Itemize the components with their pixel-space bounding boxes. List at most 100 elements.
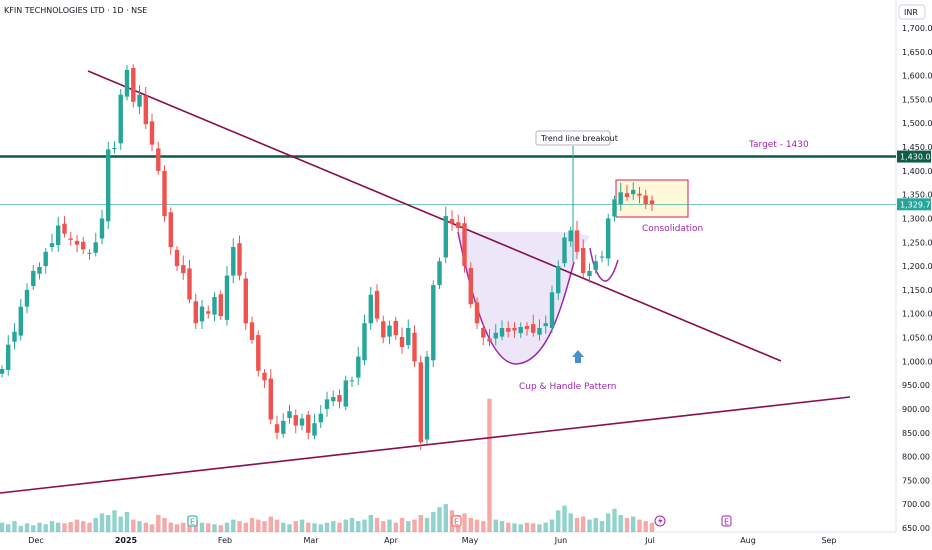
volume-bar	[199, 522, 205, 532]
volume-bar	[424, 518, 430, 532]
candle-body	[156, 148, 161, 171]
falling-trend-line[interactable]	[87, 70, 782, 362]
price-tick-label: 900.00	[902, 405, 930, 414]
volume-bar	[399, 518, 405, 532]
price-tick-label: 1,050.00	[902, 334, 932, 343]
candle-body	[12, 331, 17, 342]
volume-bar	[418, 515, 423, 533]
price-tick-label: 750.00	[902, 476, 930, 485]
last-price-tag: 1,329.70	[897, 198, 932, 211]
svg-text:1,430.05: 1,430.05	[900, 153, 932, 162]
volume-bar	[649, 522, 655, 532]
candle-body	[62, 223, 67, 234]
candle-body	[18, 306, 23, 336]
volume-bar	[406, 521, 411, 532]
volume-bar	[481, 521, 486, 532]
volume-bar	[537, 524, 542, 533]
volume-bar	[643, 521, 648, 532]
volume-bar	[487, 398, 492, 532]
volume-bar	[93, 518, 98, 532]
candle-body	[187, 268, 192, 300]
target-label: Target - 1430	[748, 140, 809, 150]
candle-body	[618, 192, 623, 205]
volume-bar	[549, 519, 555, 532]
volume-bar	[18, 525, 23, 532]
volume-bar	[587, 519, 592, 532]
candle-body	[74, 240, 80, 245]
candle-body	[643, 195, 648, 205]
volume-bar	[181, 522, 186, 532]
volume-bar	[306, 522, 311, 532]
price-tick-label: 1,250.00	[902, 238, 932, 247]
time-axis[interactable]: Dec 2025 Feb Mar Apr May Jun Jul Aug Sep	[28, 536, 836, 545]
candle-body	[368, 294, 373, 324]
volume-bar	[337, 522, 342, 532]
candle-body	[293, 415, 298, 426]
candle-body	[24, 289, 30, 307]
candle-body	[168, 212, 173, 248]
volume-bar	[493, 519, 498, 532]
candle-body	[406, 328, 411, 346]
candle-body	[306, 414, 311, 433]
volume-bars	[0, 398, 655, 533]
price-tick-label: 950.00	[902, 381, 930, 390]
volume-bar	[224, 522, 230, 532]
cup-handle-shading	[458, 232, 590, 364]
volume-bar	[149, 524, 155, 533]
earnings-marker-label: E	[190, 518, 195, 527]
candle-body	[174, 249, 180, 267]
price-tick-label: 1,450.00	[902, 143, 932, 152]
candle-body	[299, 418, 305, 426]
time-tick-label: Apr	[384, 536, 399, 545]
candle-body	[231, 247, 236, 276]
volume-bar	[193, 521, 198, 532]
candle-body	[68, 238, 73, 240]
candle-body	[581, 248, 586, 274]
volume-bar	[518, 524, 523, 533]
candle-body	[206, 311, 211, 314]
candle-body	[343, 380, 348, 407]
candle-body	[118, 94, 123, 144]
earnings-marker[interactable]	[187, 515, 198, 527]
time-tick-label: Aug	[740, 536, 756, 545]
volume-bar	[368, 515, 373, 533]
volume-bar	[318, 524, 323, 533]
volume-bar	[218, 525, 223, 532]
price-tick-label: 1,550.00	[902, 95, 932, 104]
candle-body	[349, 380, 355, 382]
volume-bar	[137, 521, 142, 532]
volume-bar	[443, 504, 448, 532]
earnings-marker[interactable]	[451, 515, 462, 527]
candle-body	[499, 328, 505, 337]
volume-bar	[99, 513, 105, 532]
candle-body	[518, 327, 523, 334]
rising-trend-line[interactable]	[0, 396, 851, 494]
candle-body	[587, 270, 592, 277]
candle-body	[193, 301, 198, 324]
volume-bar	[237, 521, 242, 532]
candle-body	[181, 265, 186, 274]
time-tick-label: 2025	[115, 536, 138, 545]
breakout-label: Trend line breakout	[540, 134, 618, 143]
candle-body	[112, 148, 117, 149]
candle-body	[624, 193, 630, 197]
time-tick-label: Feb	[218, 536, 232, 545]
candle-body	[449, 219, 455, 224]
candle-body	[431, 285, 436, 361]
candle-body	[474, 302, 480, 324]
volume-bar	[287, 524, 292, 533]
volume-bar	[499, 521, 505, 532]
currency-badge[interactable]	[898, 4, 926, 20]
candle-body	[324, 399, 330, 409]
price-tick-label: 700.00	[902, 500, 930, 509]
candle-body	[274, 424, 280, 433]
earnings-marker[interactable]	[721, 515, 732, 527]
volume-bar	[374, 518, 380, 532]
volume-bar	[49, 521, 55, 532]
volume-bar	[462, 513, 467, 532]
volume-bar	[637, 519, 642, 532]
price-axis[interactable]: 650.00 700.00 750.00 800.00 850.00 900.00 950.…	[902, 24, 932, 533]
candle-body	[31, 270, 36, 287]
